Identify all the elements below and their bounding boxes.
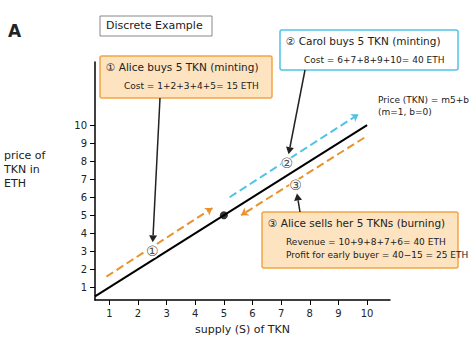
svg-text:Price (TKN) = m5+b: Price (TKN) = m5+b xyxy=(378,95,469,105)
svg-text:(m=1, b=0): (m=1, b=0) xyxy=(378,107,432,117)
svg-text:TKN in: TKN in xyxy=(3,163,43,176)
svg-text:4: 4 xyxy=(192,308,198,319)
svg-text:9: 9 xyxy=(335,308,341,319)
svg-text:Cost = 6+7+8+9+10= 40 ETH: Cost = 6+7+8+9+10= 40 ETH xyxy=(304,55,444,65)
svg-text:10: 10 xyxy=(361,308,374,319)
svg-text:A: A xyxy=(8,21,22,41)
svg-text:5: 5 xyxy=(81,210,87,221)
svg-text:10: 10 xyxy=(74,120,87,131)
svg-text:4: 4 xyxy=(81,228,87,239)
svg-text:1: 1 xyxy=(106,308,112,319)
svg-text:price of: price of xyxy=(4,149,49,162)
svg-text:3: 3 xyxy=(81,246,87,257)
svg-text:6: 6 xyxy=(249,308,255,319)
svg-text:ETH: ETH xyxy=(4,177,26,190)
svg-text:② Carol buys 5 TKN (minting): ② Carol buys 5 TKN (minting) xyxy=(286,35,440,47)
svg-text:5: 5 xyxy=(221,308,227,319)
svg-text:Profit for early buyer = 40−15: Profit for early buyer = 40−15 = 25 ETH xyxy=(286,250,468,260)
svg-text:Revenue = 10+9+8+7+6= 40 ETH: Revenue = 10+9+8+7+6= 40 ETH xyxy=(286,237,446,247)
svg-text:①: ① xyxy=(146,243,159,259)
svg-text:7: 7 xyxy=(278,308,284,319)
svg-text:Cost = 1+2+3+4+5= 15 ETH: Cost = 1+2+3+4+5= 15 ETH xyxy=(124,81,259,91)
svg-text:7: 7 xyxy=(81,174,87,185)
svg-text:8: 8 xyxy=(81,156,87,167)
svg-text:Discrete Example: Discrete Example xyxy=(106,19,203,32)
svg-text:2: 2 xyxy=(135,308,141,319)
svg-text:9: 9 xyxy=(81,138,87,149)
svg-text:8: 8 xyxy=(307,308,313,319)
svg-text:① Alice buys 5 TKN (minting): ① Alice buys 5 TKN (minting) xyxy=(106,61,259,73)
svg-text:②: ② xyxy=(281,155,294,171)
svg-text:1: 1 xyxy=(81,282,87,293)
svg-text:③: ③ xyxy=(289,177,302,193)
svg-text:6: 6 xyxy=(81,192,87,203)
svg-text:2: 2 xyxy=(81,264,87,275)
svg-text:3: 3 xyxy=(163,308,169,319)
svg-text:supply (S) of TKN: supply (S) of TKN xyxy=(195,323,290,336)
svg-text:③ Alice sells her 5 TKNs (burn: ③ Alice sells her 5 TKNs (burning) xyxy=(268,217,445,229)
